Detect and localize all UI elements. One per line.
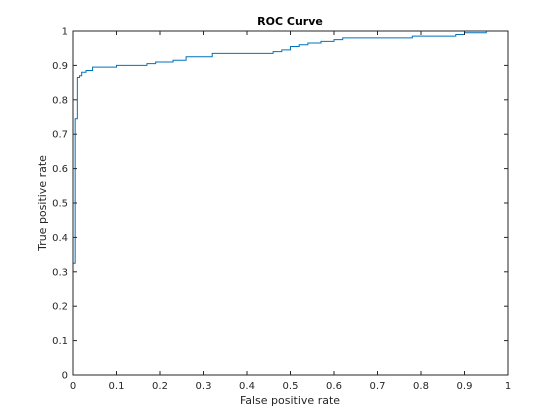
y-tick-label: 0	[62, 371, 68, 382]
y-tick-label: 0.1	[52, 336, 68, 347]
y-tick-label: 1	[62, 27, 68, 38]
y-tick-label: 0.2	[52, 302, 68, 313]
x-tick-label: 0.6	[326, 381, 342, 392]
plot-area	[73, 31, 508, 375]
curve-layer	[72, 30, 508, 375]
x-tick-label: 0.9	[457, 381, 473, 392]
ticks-layer: 0 0.1 0.2 0.3 0.4 0.5 0.6 0.7 0.8 0.9 1 0 0.1 0.2 0.3 0…	[52, 27, 511, 393]
y-tick-label: 0.5	[52, 199, 68, 210]
y-tick-label: 0.8	[52, 95, 68, 106]
x-axis-label: False positive rate	[240, 394, 340, 407]
x-tick-label: 0.1	[109, 381, 125, 392]
roc-curve-line	[72, 30, 508, 375]
y-tick-label: 0.4	[52, 233, 68, 244]
y-tick-label: 0.6	[52, 164, 68, 175]
x-tick-label: 0.3	[196, 381, 212, 392]
x-tick-label: 1	[505, 381, 511, 392]
x-tick-label: 0.4	[239, 381, 255, 392]
y-tick-label: 0.3	[52, 267, 68, 278]
y-tick-label: 0.9	[52, 61, 68, 72]
x-tick-label: 0.8	[413, 381, 429, 392]
x-tick-label: 0.2	[152, 381, 168, 392]
x-tick-label: 0.5	[283, 381, 299, 392]
x-tick-label: 0	[70, 381, 76, 392]
x-tick-label: 0.7	[370, 381, 386, 392]
y-tick-label: 0.7	[52, 130, 68, 141]
y-axis-label: True positive rate	[36, 155, 49, 252]
chart-title: ROC Curve	[257, 15, 323, 28]
plot-frame	[72, 30, 509, 376]
